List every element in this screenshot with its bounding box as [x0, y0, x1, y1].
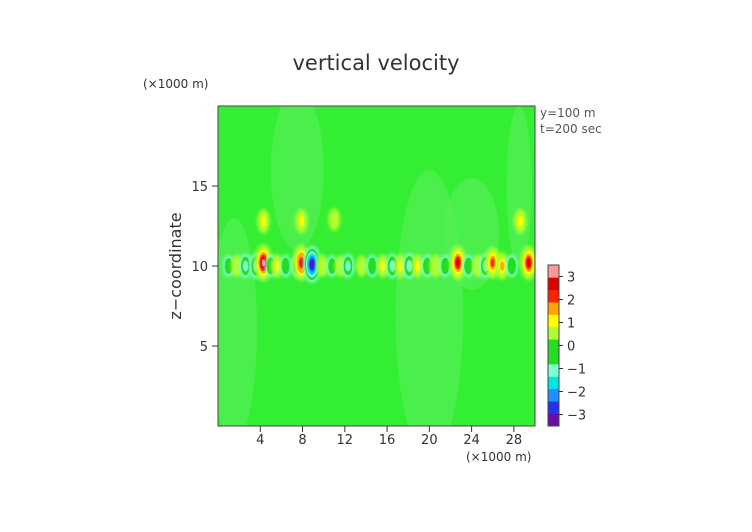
colorbar-segment	[548, 351, 559, 365]
colorbar-segment	[548, 388, 559, 402]
velocity-cell	[366, 254, 379, 278]
velocity-cell	[505, 254, 518, 278]
velocity-cell	[295, 209, 308, 234]
x-tick-label: 28	[506, 433, 523, 448]
cell-contour	[456, 258, 460, 267]
colorbar-tick-label: −2	[567, 386, 586, 401]
y-unit-label: (×1000 m)	[143, 77, 208, 91]
x-unit-label: (×1000 m)	[466, 450, 531, 464]
cell-contour	[328, 258, 336, 274]
x-tick-label: 8	[298, 433, 306, 448]
cell-contour	[274, 260, 280, 272]
velocity-cell	[239, 253, 252, 279]
cell-contour	[398, 260, 404, 272]
cell-contour	[345, 260, 351, 272]
colorbar-tick-label: 2	[567, 294, 575, 309]
velocity-cell	[302, 245, 322, 283]
cell-contour	[526, 258, 531, 267]
colorbar-segment	[548, 364, 559, 377]
velocity-cell	[429, 254, 442, 278]
cell-contour	[299, 259, 304, 267]
y-axis-label: z−coordinate	[166, 212, 185, 319]
x-tick-label: 12	[337, 433, 354, 448]
y-tick-label: 15	[191, 180, 208, 195]
y-tick-label: 10	[191, 260, 208, 275]
velocity-cell	[495, 252, 510, 280]
velocity-cell	[328, 208, 341, 232]
x-tick-label: 16	[379, 433, 396, 448]
cell-contour	[261, 259, 266, 267]
colorbar-segment	[548, 326, 559, 340]
colorbar-segment	[548, 401, 559, 414]
colorbar-segment	[548, 314, 559, 328]
colorbar-segment	[548, 277, 559, 291]
colorbar-tick-label: −3	[567, 409, 586, 424]
velocity-cell	[279, 254, 292, 278]
background-patch	[506, 106, 532, 266]
velocity-cell	[341, 253, 355, 279]
cell-contour	[318, 257, 327, 275]
colorbar-segment	[548, 376, 559, 390]
cell-contour	[298, 215, 305, 227]
annotation-t: t=200 sec	[540, 122, 602, 136]
velocity-cell	[222, 255, 235, 277]
velocity-cell	[439, 254, 452, 278]
colorbar-segment	[548, 265, 559, 278]
cell-contour	[500, 261, 505, 271]
cell-contour	[424, 260, 430, 272]
cell-contour	[260, 215, 267, 227]
cell-contour	[357, 258, 366, 274]
y-tick-label: 5	[200, 340, 208, 355]
cell-contour	[406, 260, 413, 272]
cell-contour	[517, 215, 523, 227]
velocity-cell	[257, 209, 270, 234]
cell-contour	[281, 257, 290, 275]
cell-contour	[380, 260, 386, 272]
colorbar-segment	[548, 289, 559, 303]
cell-contour	[224, 258, 233, 274]
cell-contour	[433, 260, 439, 272]
cell-contour	[242, 260, 249, 272]
cell-contour	[465, 260, 471, 272]
colorbar: 3 2 1 0 −1 −2 −3	[547, 264, 586, 427]
x-tick-label: 24	[463, 433, 480, 448]
colorbar-tick-label: 1	[567, 317, 575, 332]
plot-area	[217, 105, 536, 427]
background-patch	[270, 106, 324, 250]
cell-contour	[233, 257, 242, 275]
velocity-cell	[376, 254, 390, 278]
cell-contour	[415, 260, 421, 272]
cell-contour	[331, 214, 337, 225]
colorbar-tick-label: 3	[567, 271, 575, 286]
colorbar-segment	[548, 339, 559, 352]
velocity-cell	[411, 254, 424, 278]
cell-contour	[310, 260, 314, 268]
velocity-cell	[513, 208, 527, 234]
colorbar-segment	[548, 413, 559, 427]
annotation-y: y=100 m	[540, 106, 596, 120]
velocity-cell	[270, 254, 284, 278]
cell-contour	[389, 260, 396, 272]
velocity-cell	[421, 254, 434, 278]
x-tick-label: 4	[256, 433, 264, 448]
colorbar-tick-label: −1	[567, 363, 586, 378]
x-axis: 4 8 12 16 20 24 28	[256, 426, 522, 448]
cell-contour	[509, 260, 515, 272]
velocity-cell	[326, 255, 338, 277]
x-tick-label: 20	[421, 433, 438, 448]
cell-contour	[441, 257, 450, 275]
velocity-cell	[355, 255, 368, 277]
velocity-cell	[462, 254, 475, 278]
colorbar-tick-label: 0	[567, 340, 575, 355]
y-axis: 5 10 15	[191, 180, 218, 355]
cell-contour	[369, 260, 375, 272]
velocity-cell	[520, 245, 535, 281]
velocity-cell	[316, 254, 329, 278]
velocity-cell	[449, 245, 467, 281]
cell-contour	[490, 258, 495, 268]
velocity-cells	[222, 208, 535, 283]
chart-title: vertical velocity	[292, 51, 459, 75]
colorbar-segment	[548, 302, 559, 315]
